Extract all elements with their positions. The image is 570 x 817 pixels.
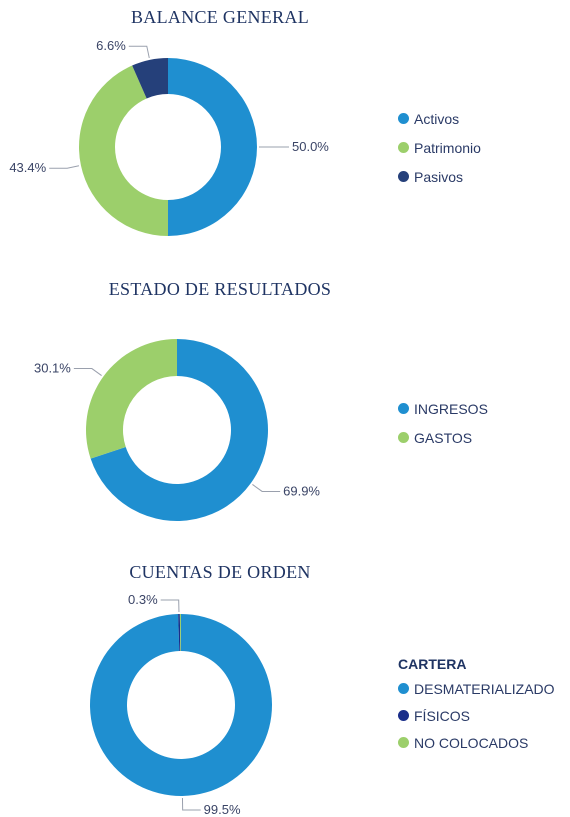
donut-chart-resultados: 69.9% 30.1% xyxy=(34,339,320,521)
slice-pasivos xyxy=(132,58,168,99)
slice-desmaterializado xyxy=(90,614,272,796)
leader-line-desmaterializado xyxy=(181,797,201,811)
legend-label-desmaterializado: DESMATERIALIZADO xyxy=(414,680,555,697)
legend-swatch-no-colocados xyxy=(398,737,409,748)
legend-swatch-desmaterializado xyxy=(398,683,409,694)
legend-label-ingresos: INGRESOS xyxy=(414,400,488,417)
legend-label-no-colocados: NO COLOCADOS xyxy=(414,734,529,751)
legend-title-cartera: CARTERA xyxy=(398,656,467,672)
legend-swatch-patrimonio xyxy=(398,142,409,153)
legend-item-pasivos: Pasivos xyxy=(398,162,481,191)
legend-item-desmaterializado: DESMATERIALIZADO xyxy=(398,675,555,702)
legend-label-pasivos: Pasivos xyxy=(414,168,464,185)
legend-balance: Activos Patrimonio Pasivos xyxy=(398,104,481,191)
legend-item-fisicos: FÍSICOS xyxy=(398,702,555,729)
data-label-activos: 50.0% xyxy=(292,139,329,154)
slice-ingresos xyxy=(90,339,268,521)
legend-item-activos: Activos xyxy=(398,104,481,133)
legend-item-patrimonio: Patrimonio xyxy=(398,133,481,162)
donut-chart-cuentas-orden: 99.5% 0.3% xyxy=(90,592,272,817)
slice-gastos xyxy=(86,339,177,459)
legend-swatch-fisicos xyxy=(398,710,409,721)
legend-label-fisicos: FÍSICOS xyxy=(414,707,471,724)
legend-swatch-pasivos xyxy=(398,171,409,182)
legend-resultados: INGRESOS GASTOS xyxy=(398,394,488,452)
data-label-ingresos: 69.9% xyxy=(283,483,320,498)
legend-cuentas-orden: CARTERA DESMATERIALIZADO FÍSICOS NO COLOCA… xyxy=(398,653,555,756)
leader-line-fisicos xyxy=(160,599,180,613)
data-label-patrimonio: 43.4% xyxy=(9,160,46,175)
legend-item-no-colocados: NO COLOCADOS xyxy=(398,729,555,756)
slice-fisicos xyxy=(178,614,181,652)
data-label-desmaterializado: 99.5% xyxy=(204,802,241,817)
data-label-gastos: 30.1% xyxy=(34,361,71,376)
leader-line-pasivos xyxy=(128,45,150,59)
legend-swatch-ingresos xyxy=(398,403,409,414)
legend-label-gastos: GASTOS xyxy=(414,429,473,446)
leader-line-ingresos xyxy=(252,484,281,492)
data-label-pasivos: 6.6% xyxy=(96,38,126,53)
data-label-fisicos: 0.3% xyxy=(128,592,158,607)
chart-title-resultados: ESTADO DE RESULTADOS xyxy=(108,279,332,299)
legend-swatch-gastos xyxy=(398,432,409,443)
legend-label-activos: Activos xyxy=(414,110,460,127)
donut-chart-balance: 50.0% 43.4% 6.6% xyxy=(9,38,329,236)
slice-no-colocados xyxy=(179,614,181,652)
legend-swatch-activos xyxy=(398,113,409,124)
legend-label-patrimonio: Patrimonio xyxy=(414,139,481,156)
legend-item-ingresos: INGRESOS xyxy=(398,394,488,423)
chart-title-balance: BALANCE GENERAL xyxy=(131,7,309,27)
slice-activos xyxy=(168,58,257,236)
slice-patrimonio xyxy=(79,65,168,236)
leader-line-patrimonio xyxy=(49,165,80,169)
chart-title-cuentas-orden: CUENTAS DE ORDEN xyxy=(129,562,311,582)
legend-item-gastos: GASTOS xyxy=(398,423,488,452)
leader-line-gastos xyxy=(73,368,102,376)
